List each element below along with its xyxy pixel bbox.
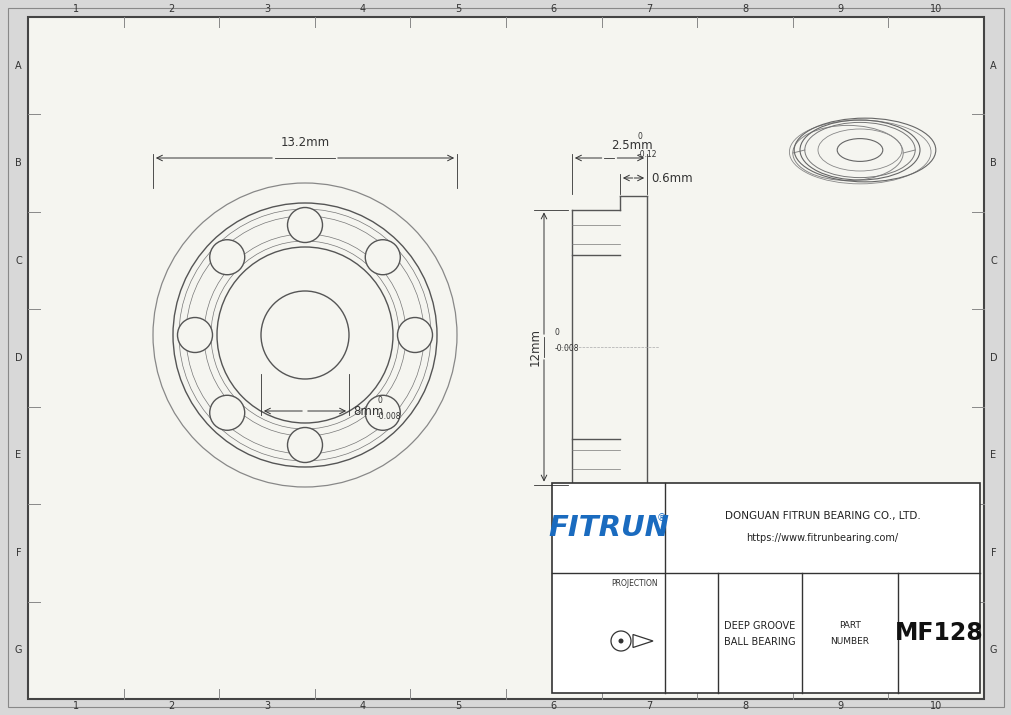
Text: 7: 7 [646, 4, 652, 14]
Text: 9: 9 [837, 701, 843, 711]
Text: 6: 6 [550, 701, 556, 711]
Text: 3: 3 [264, 701, 270, 711]
Circle shape [209, 395, 245, 430]
Text: PROJECTION: PROJECTION [611, 579, 658, 588]
Text: 4: 4 [359, 701, 365, 711]
Text: 5: 5 [455, 701, 461, 711]
Text: 8: 8 [741, 4, 747, 14]
Text: MF128: MF128 [894, 621, 983, 645]
Text: 1: 1 [73, 4, 79, 14]
Bar [551, 483, 979, 693]
Text: 8mm: 8mm [353, 405, 383, 418]
Circle shape [365, 240, 400, 275]
Circle shape [209, 240, 245, 275]
Circle shape [287, 428, 323, 463]
Text: 8: 8 [741, 701, 747, 711]
Text: DONGUAN FITRUN BEARING CO., LTD.: DONGUAN FITRUN BEARING CO., LTD. [724, 511, 919, 521]
Text: B: B [15, 158, 22, 168]
Text: https://www.fitrunbearing.com/: https://www.fitrunbearing.com/ [746, 533, 898, 543]
Text: DEEP GROOVE: DEEP GROOVE [724, 621, 795, 631]
Circle shape [618, 638, 623, 644]
Text: 2: 2 [168, 701, 174, 711]
Text: 4: 4 [359, 4, 365, 14]
Circle shape [365, 395, 400, 430]
Circle shape [397, 317, 432, 352]
Text: 5: 5 [455, 4, 461, 14]
Text: B: B [989, 158, 996, 168]
Text: 0: 0 [377, 396, 381, 405]
Text: -0.12: -0.12 [637, 150, 656, 159]
Text: NUMBER: NUMBER [830, 638, 868, 646]
Text: E: E [990, 450, 996, 460]
Text: ®: ® [656, 513, 665, 523]
Text: -0.008: -0.008 [377, 412, 401, 421]
Circle shape [177, 317, 212, 352]
Text: C: C [15, 255, 22, 265]
Text: G: G [15, 645, 22, 655]
Text: 7: 7 [646, 701, 652, 711]
Text: D: D [15, 353, 22, 363]
Text: FITRUN: FITRUN [548, 514, 668, 542]
Text: -0.008: -0.008 [554, 344, 579, 353]
Text: A: A [15, 61, 22, 71]
Text: F: F [16, 548, 21, 558]
Text: 0: 0 [637, 132, 642, 141]
Text: BALL BEARING: BALL BEARING [724, 637, 795, 647]
Text: F: F [990, 548, 995, 558]
Text: 13.2mm: 13.2mm [280, 136, 330, 149]
Text: 0.6mm: 0.6mm [650, 172, 692, 184]
Text: 1: 1 [73, 701, 79, 711]
Text: D: D [989, 353, 996, 363]
Text: PART: PART [838, 621, 860, 631]
Text: G: G [989, 645, 996, 655]
Text: 12mm: 12mm [528, 328, 541, 366]
Text: A: A [989, 61, 996, 71]
Text: 6: 6 [550, 4, 556, 14]
Text: E: E [15, 450, 21, 460]
Text: 3: 3 [264, 4, 270, 14]
Text: 10: 10 [929, 701, 941, 711]
Text: 2.5mm: 2.5mm [611, 139, 652, 152]
Text: 9: 9 [837, 4, 843, 14]
Text: 0: 0 [554, 328, 559, 337]
Text: C: C [989, 255, 996, 265]
Text: 2: 2 [168, 4, 174, 14]
Circle shape [287, 207, 323, 242]
Text: 10: 10 [929, 4, 941, 14]
